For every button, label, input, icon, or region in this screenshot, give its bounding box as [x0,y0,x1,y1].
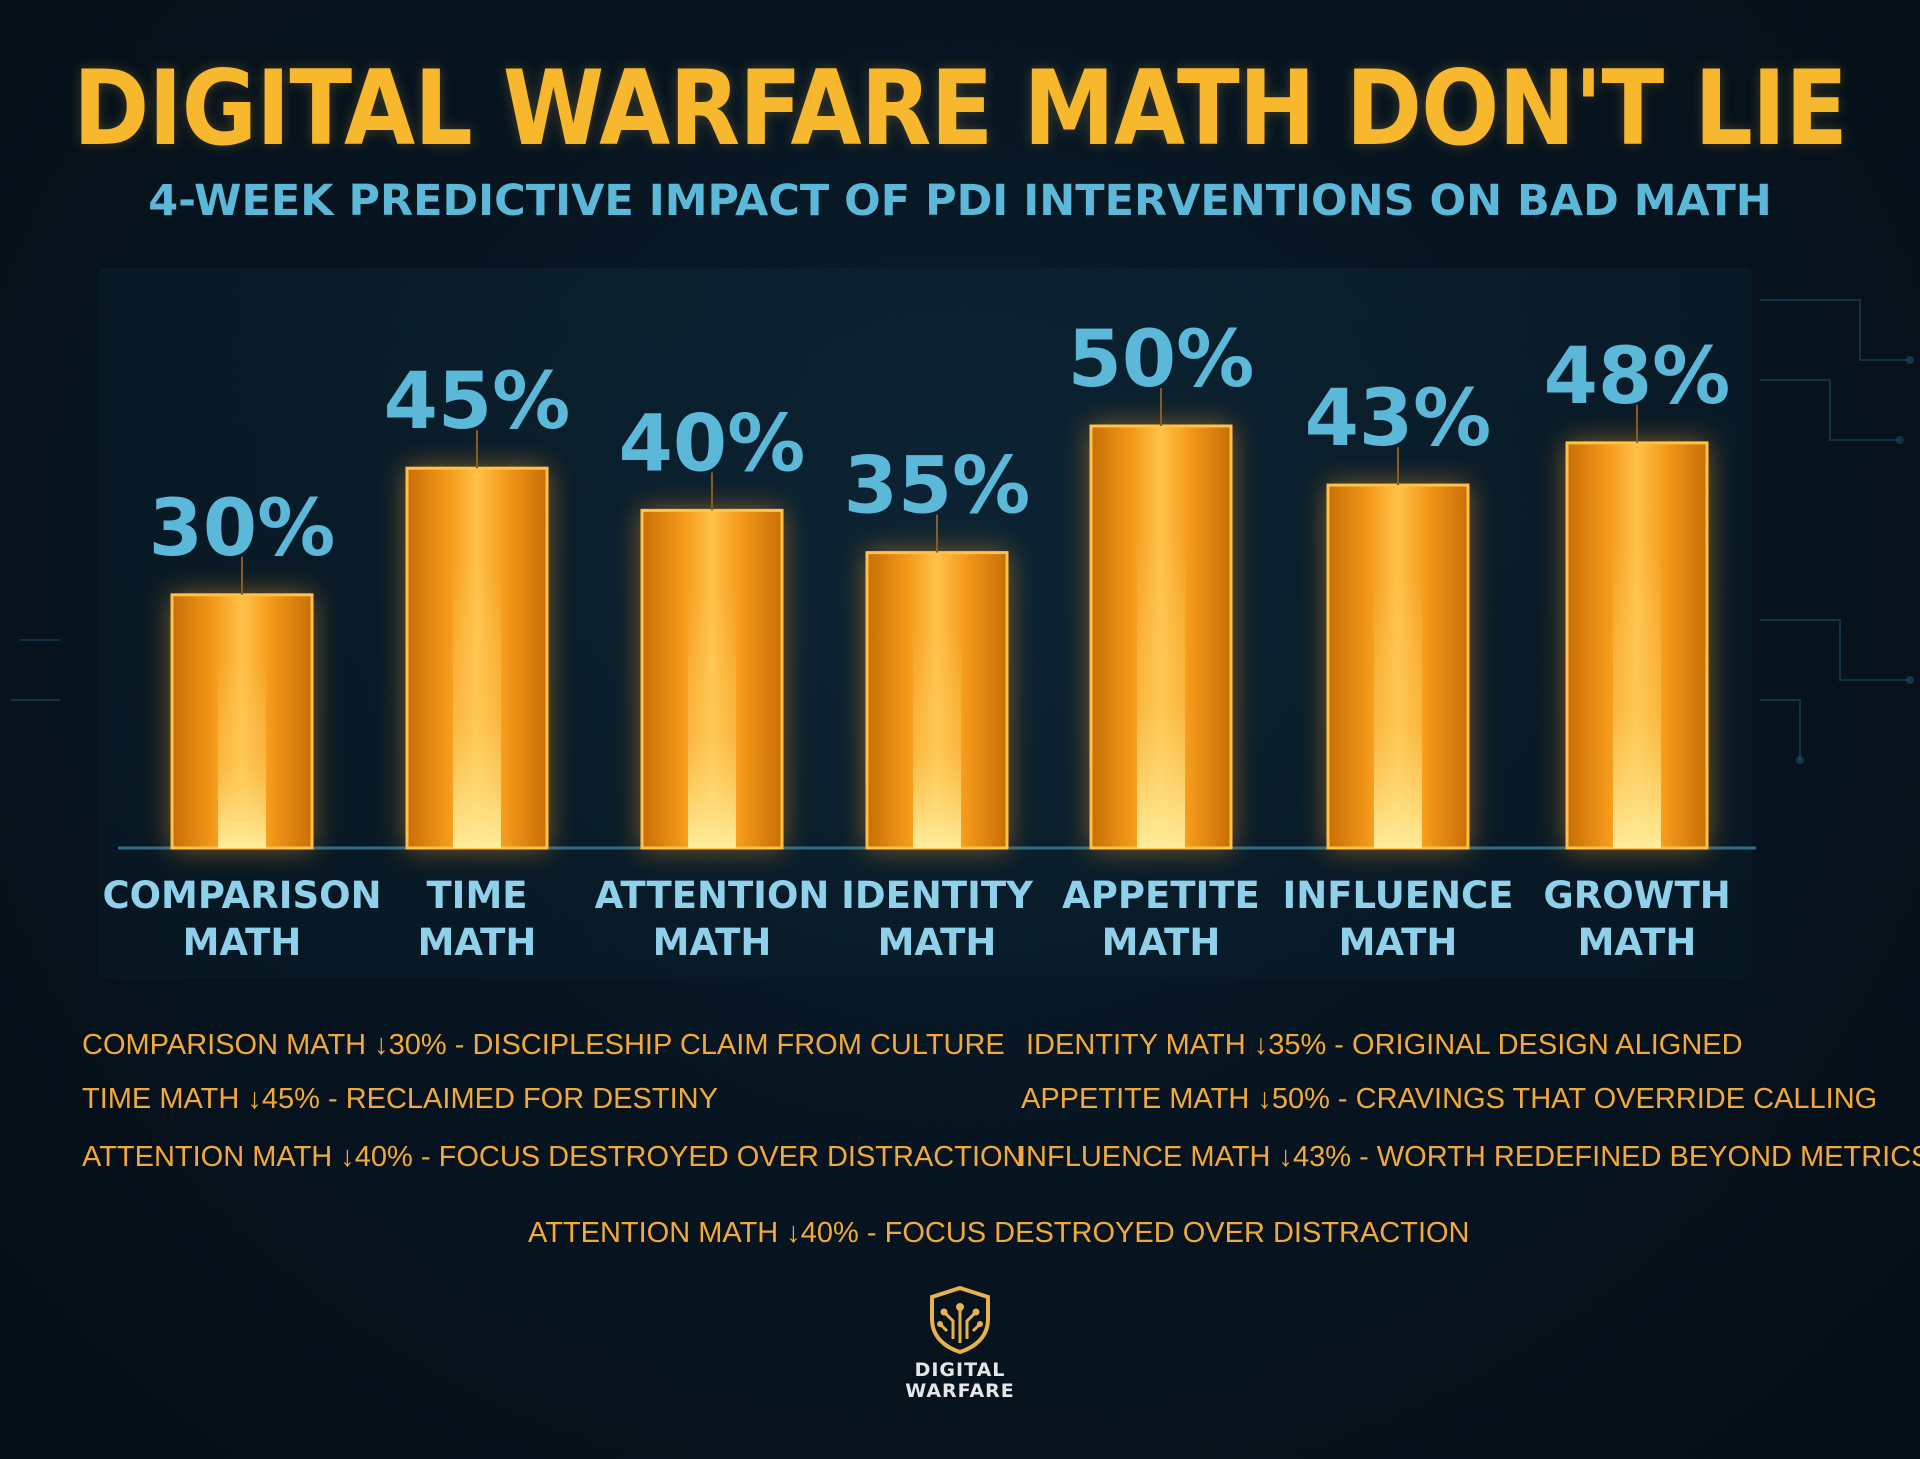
bar-highlight [913,626,961,848]
logo: DIGITAL WARFARE [900,1285,1020,1402]
data-label: 43% [1305,374,1492,464]
note-item: COMPARISON MATH ↓30% - DISCIPLESHIP CLAI… [82,1029,1005,1061]
data-label: 40% [619,399,806,489]
category-label: ATTENTION [595,874,830,917]
category-label: MATH [1339,921,1458,964]
bar-highlight [1374,575,1422,848]
category-label: MATH [878,921,997,964]
note-item: APPETITE MATH ↓50% - CRAVINGS THAT OVERR… [1021,1083,1878,1115]
category-label: TIME [426,874,527,917]
category-label: APPETITE [1062,874,1260,917]
category-label: COMPARISON [102,874,381,917]
page-title: DIGITAL WARFARE MATH DON'T LIE [72,49,1848,169]
bar-chart: 30%COMPARISONMATH45%TIMEMATH40%ATTENTION… [102,315,1756,964]
category-label: MATH [418,921,537,964]
logo-text-line1: DIGITAL [914,1359,1006,1381]
bar-highlight [218,658,266,848]
data-label: 48% [1544,332,1731,422]
category-label: GROWTH [1543,874,1730,917]
shield-circuit-icon [930,1285,990,1355]
note-item: INFLUENCE MATH ↓43% - WORTH REDEFINED BE… [1018,1141,1920,1173]
bar-highlight [688,594,736,848]
category-label: MATH [183,921,302,964]
logo-text-line2: WARFARE [905,1380,1015,1402]
category-label: MATH [1102,921,1221,964]
note-item: IDENTITY MATH ↓35% - ORIGINAL DESIGN ALI… [1026,1029,1743,1061]
category-label: MATH [653,921,772,964]
data-label: 35% [844,442,1031,532]
note-item: ATTENTION MATH ↓40% - FOCUS DESTROYED OV… [528,1217,1470,1249]
bar-highlight [1137,531,1185,848]
category-label: INFLUENCE [1283,874,1514,917]
bar-highlight [453,563,501,848]
data-label: 50% [1068,315,1255,405]
bar-highlight [1613,544,1661,848]
category-label: IDENTITY [841,874,1034,917]
data-label: 30% [149,484,336,574]
page-subtitle: 4-WEEK PREDICTIVE IMPACT OF PDI INTERVEN… [148,176,1772,226]
category-label: MATH [1578,921,1697,964]
note-item: ATTENTION MATH ↓40% - FOCUS DESTROYED OV… [82,1141,1024,1173]
note-item: TIME MATH ↓45% - RECLAIMED FOR DESTINY [82,1083,718,1115]
data-label: 45% [384,357,571,447]
